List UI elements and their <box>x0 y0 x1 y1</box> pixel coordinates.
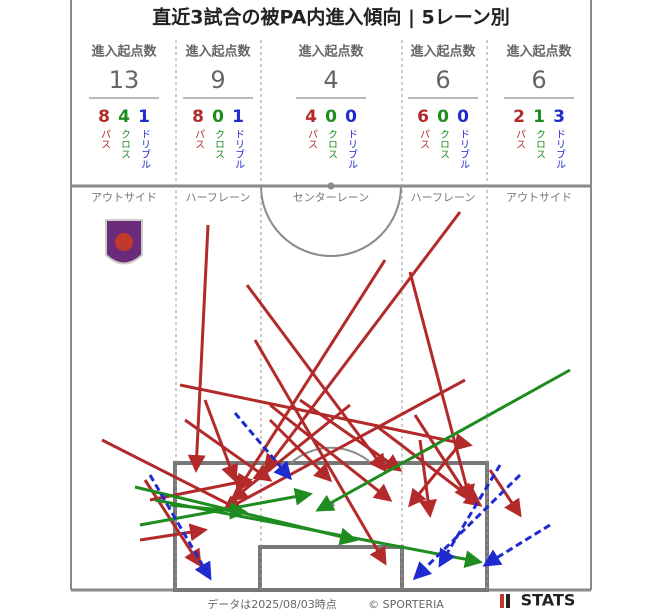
dribble-count: 0 <box>457 107 469 127</box>
logo <box>105 219 143 265</box>
dribble-label: ドリブル <box>346 129 358 169</box>
dribble-count: 1 <box>138 107 150 127</box>
lane-total: 6 <box>531 66 546 94</box>
dribble-label: ドリブル <box>233 129 245 169</box>
brand-mark <box>506 594 510 608</box>
pass-label: パス <box>514 129 526 149</box>
pass-arrows <box>101 211 522 568</box>
dribble-label: ドリブル <box>139 129 151 169</box>
footer-date: データは2025/08/03時点 <box>207 597 336 611</box>
dribble-label: ドリブル <box>554 129 566 169</box>
pass-count: 2 <box>513 107 525 127</box>
pass-label: パス <box>418 129 430 149</box>
cross-count: 0 <box>325 107 337 127</box>
brand: STATS <box>521 591 576 610</box>
lane-name: アウトサイド <box>91 191 157 204</box>
lane-name: アウトサイド <box>506 191 572 204</box>
dribble-count: 1 <box>232 107 244 127</box>
dribble-count: 0 <box>345 107 357 127</box>
cross-arrows <box>134 368 571 569</box>
cross-label: クロス <box>213 129 224 159</box>
lane-header: 進入起点数 <box>298 44 364 60</box>
lane-total: 4 <box>323 66 338 94</box>
pass-label: パス <box>306 129 318 149</box>
title: 直近3試合の被PA内進入傾向 | 5レーン別 <box>152 6 510 29</box>
cross-count: 0 <box>212 107 224 127</box>
cross-label: クロス <box>438 129 449 159</box>
lane-name: ハーフレーン <box>411 191 476 204</box>
lane-header: 進入起点数 <box>410 44 476 60</box>
cross-label: クロス <box>534 129 545 159</box>
title-bg <box>150 2 512 32</box>
pass-label: パス <box>99 129 111 149</box>
lane-total: 9 <box>210 66 225 94</box>
lane-name: センターレーン <box>293 191 369 204</box>
cross-count: 0 <box>437 107 449 127</box>
lane-header: 進入起点数 <box>91 44 157 60</box>
lane-total: 6 <box>435 66 450 94</box>
pass-label: パス <box>193 129 205 149</box>
pass-count: 8 <box>192 107 204 127</box>
cross-label: クロス <box>326 129 337 159</box>
pass-count: 4 <box>305 107 317 127</box>
lane-name: ハーフレーン <box>186 191 251 204</box>
dribble-label: ドリブル <box>458 129 470 169</box>
lane-total: 13 <box>109 66 140 94</box>
footer-copyright: © SPORTERIA <box>368 598 444 611</box>
pass-count: 8 <box>98 107 110 127</box>
dribble-count: 3 <box>553 107 565 127</box>
cross-count: 1 <box>533 107 545 127</box>
cross-label: クロス <box>119 129 130 159</box>
pass-count: 6 <box>417 107 429 127</box>
dribble-arrows <box>148 412 551 581</box>
lane-header: 進入起点数 <box>506 44 572 60</box>
brand-mark <box>500 594 504 608</box>
cross-count: 4 <box>118 107 130 127</box>
lane-header: 進入起点数 <box>185 44 251 60</box>
